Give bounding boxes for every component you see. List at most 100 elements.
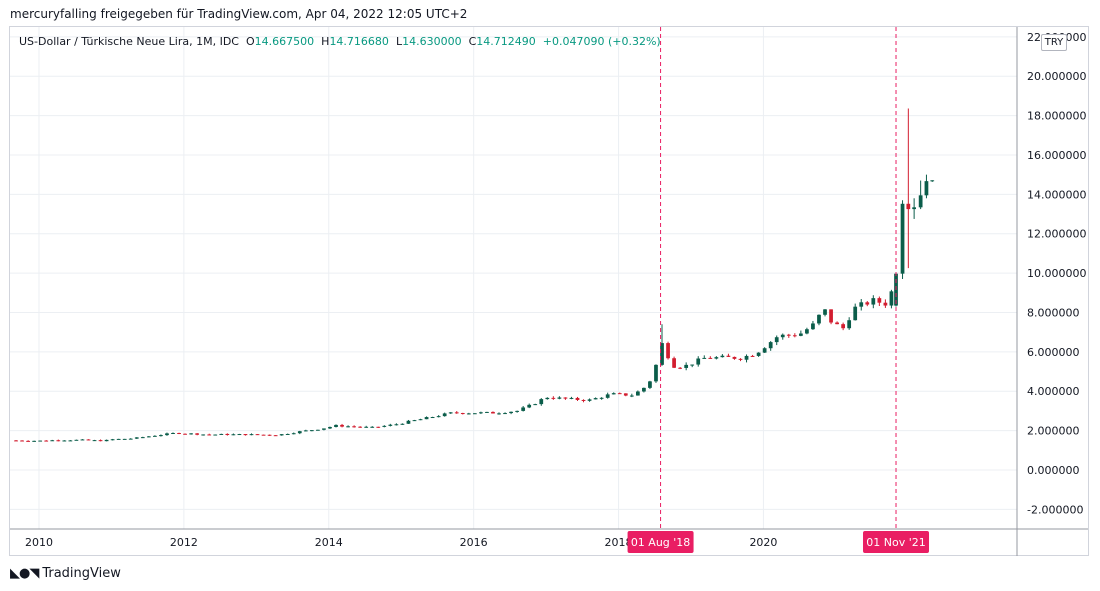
candle-body — [183, 433, 187, 435]
candle-body — [750, 355, 755, 357]
candle-body — [829, 309, 833, 323]
candle-body — [503, 413, 507, 415]
event-marker-label: 01 Aug '18 — [631, 536, 691, 549]
candle-body — [889, 291, 894, 306]
candle-body — [56, 440, 61, 442]
candle-body — [491, 411, 495, 414]
candle-body — [285, 433, 290, 435]
close-value: 14.712490 — [476, 35, 536, 48]
candle-body — [146, 436, 151, 438]
candle-body — [213, 434, 218, 436]
candle-body — [279, 434, 284, 436]
candle-body — [930, 180, 935, 182]
candle-body — [811, 323, 815, 330]
candle-body — [654, 364, 658, 382]
candle-body — [134, 437, 139, 439]
candle-body — [38, 440, 43, 442]
candle-body — [225, 433, 230, 435]
candle-body — [436, 416, 441, 418]
candle-body — [648, 381, 652, 388]
open-value: 14.667500 — [254, 35, 315, 48]
candle-body — [376, 426, 381, 428]
candle-body — [116, 438, 121, 440]
candle-body — [599, 397, 604, 399]
candle-body — [623, 393, 628, 396]
candle-body — [871, 298, 876, 305]
candle-body — [237, 434, 242, 436]
y-tick-label: 8.000000 — [1027, 306, 1080, 319]
candle-body — [853, 306, 858, 321]
chart-legend: US-Dollar / Türkische Neue Lira, 1M, IDC… — [19, 35, 661, 48]
candle-body — [448, 412, 453, 414]
footer[interactable]: ◣●◥ TradingView — [10, 566, 121, 581]
candle-body — [418, 419, 423, 421]
candle-body — [316, 429, 320, 431]
y-tick-label: 10.000000 — [1027, 267, 1087, 280]
candle-body — [358, 426, 363, 428]
candle-body — [322, 428, 326, 430]
y-tick-label: 18.000000 — [1027, 110, 1087, 123]
y-tick-label: 20.000000 — [1027, 70, 1087, 83]
candle-body — [309, 430, 314, 432]
candle-body — [140, 437, 145, 439]
y-tick-label: 14.000000 — [1027, 188, 1087, 201]
candle-body — [297, 431, 302, 434]
candle-body — [629, 395, 634, 397]
candle-body — [92, 440, 97, 442]
candle-body — [424, 417, 429, 420]
candle-body — [642, 387, 646, 392]
y-tick-label: 6.000000 — [1027, 346, 1080, 359]
candle-body — [774, 337, 779, 343]
candle-body — [370, 426, 375, 428]
candle-body — [865, 302, 870, 305]
candle-body — [575, 397, 580, 400]
candle-body — [823, 309, 827, 315]
candle-body — [159, 435, 163, 437]
y-tick-label: 12.000000 — [1027, 228, 1087, 241]
event-marker-badge — [627, 531, 694, 553]
candle-body — [171, 432, 175, 434]
candle-body — [472, 413, 477, 415]
candle-body — [74, 439, 79, 441]
candle-body — [545, 397, 550, 400]
candle-body — [720, 355, 725, 358]
candle-body — [243, 434, 248, 436]
candle-body — [859, 302, 864, 307]
candle-body — [792, 335, 797, 337]
candle-body — [593, 398, 598, 400]
candle-body — [551, 397, 556, 399]
candle-body — [635, 391, 640, 396]
candle-body — [684, 364, 689, 368]
candle-body — [340, 424, 344, 427]
candle-body — [219, 433, 224, 435]
candle-body — [207, 434, 212, 436]
candle-body — [261, 434, 266, 436]
x-tick-label: 2012 — [170, 536, 198, 549]
candle-body — [509, 411, 513, 414]
candle-body — [460, 413, 465, 415]
candle-body — [110, 439, 115, 441]
candle-body — [660, 343, 664, 365]
y-tick-label: 2.000000 — [1027, 425, 1080, 438]
candle-body — [442, 413, 447, 417]
candle-body — [86, 439, 91, 441]
candle-body — [883, 302, 888, 306]
currency-badge[interactable]: TRY — [1041, 34, 1067, 51]
candle-body — [20, 440, 24, 442]
y-tick-label: 16.000000 — [1027, 149, 1087, 162]
x-tick-label: 2014 — [315, 536, 343, 549]
candle-body — [900, 203, 905, 274]
chart-frame[interactable] — [9, 26, 1089, 556]
candle-body — [877, 298, 882, 303]
x-tick-label: 2018 — [605, 536, 633, 549]
candle-body — [726, 355, 731, 357]
candle-body — [303, 430, 308, 432]
candle-body — [817, 314, 821, 324]
x-tick-label: 2010 — [25, 536, 53, 549]
candle-body — [497, 413, 501, 415]
candle-body — [690, 364, 695, 366]
candle-body — [153, 435, 157, 437]
candle-body — [805, 329, 809, 334]
candle-body — [539, 399, 544, 405]
